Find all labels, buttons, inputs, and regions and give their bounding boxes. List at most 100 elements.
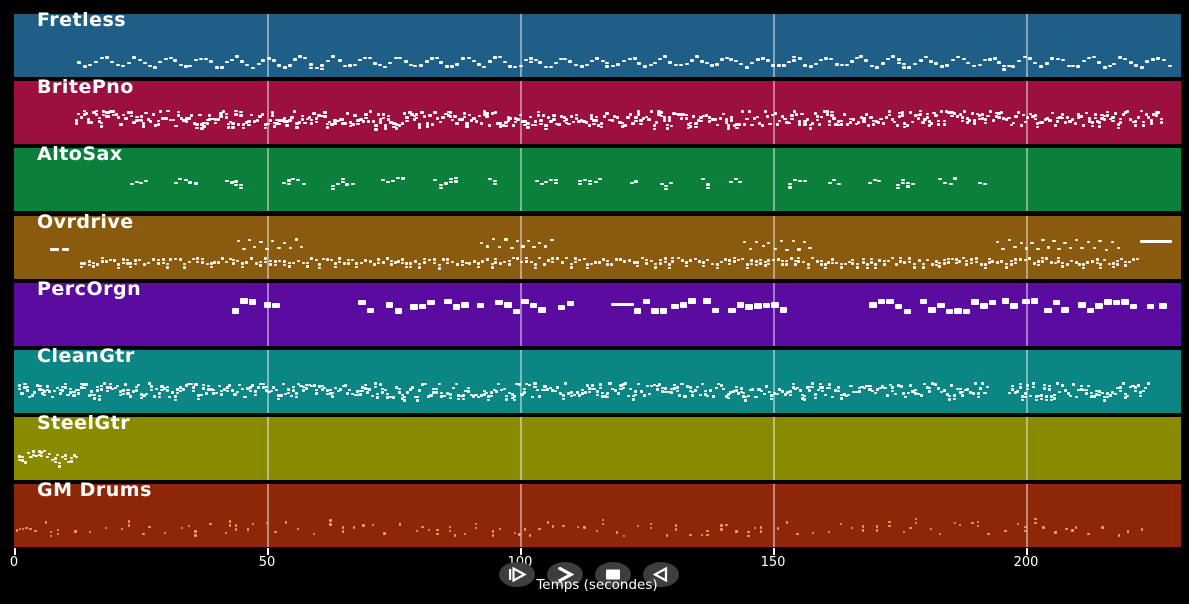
midi-note	[658, 383, 662, 386]
midi-note	[84, 383, 88, 386]
midi-note	[579, 65, 584, 68]
midi-note	[914, 388, 918, 392]
midi-note	[120, 64, 125, 68]
midi-note	[546, 116, 551, 119]
midi-note	[667, 61, 672, 64]
midi-note	[57, 532, 60, 536]
midi-note	[881, 121, 886, 125]
midi-note	[1055, 120, 1060, 123]
midi-note	[851, 390, 856, 394]
midi-note	[1053, 124, 1057, 127]
midi-note	[888, 524, 891, 528]
midi-note	[655, 388, 659, 391]
midi-note	[341, 121, 345, 125]
midi-note	[843, 113, 847, 116]
midi-note	[400, 122, 405, 125]
midi-note	[139, 118, 143, 122]
midi-note	[890, 117, 894, 121]
midi-note	[462, 394, 466, 397]
midi-note	[366, 119, 371, 123]
midi-note	[438, 183, 443, 186]
midi-note	[359, 393, 363, 396]
midi-note	[209, 522, 212, 526]
midi-note	[633, 390, 638, 393]
midi-note	[259, 382, 263, 386]
midi-note	[277, 64, 282, 67]
midi-note	[361, 389, 365, 393]
midi-note	[234, 528, 238, 531]
midi-note	[1060, 113, 1065, 116]
midi-note	[286, 391, 291, 395]
gridline	[1026, 484, 1028, 547]
midi-note	[820, 115, 824, 119]
midi-note	[696, 385, 700, 389]
midi-note	[819, 259, 823, 263]
midi-note	[1078, 263, 1082, 266]
midi-note	[975, 112, 979, 116]
midi-note	[945, 64, 950, 67]
fast-forward-button[interactable]	[547, 562, 583, 587]
midi-note	[1150, 58, 1155, 61]
midi-note	[493, 111, 498, 114]
midi-note	[168, 56, 173, 60]
midi-note	[773, 247, 777, 250]
midi-note	[570, 391, 574, 394]
play-backward-button[interactable]	[643, 562, 679, 587]
midi-note	[634, 180, 638, 183]
midi-note	[233, 393, 237, 396]
midi-note	[1054, 531, 1057, 534]
midi-note	[207, 384, 211, 388]
stop-button[interactable]	[595, 562, 631, 587]
midi-note	[679, 113, 684, 117]
play-backward-icon	[650, 567, 672, 582]
midi-note	[445, 65, 450, 68]
midi-note	[454, 382, 458, 386]
midi-note	[1111, 119, 1115, 123]
midi-note	[1123, 57, 1128, 61]
midi-note	[263, 302, 272, 308]
midi-note	[970, 261, 974, 265]
midi-note	[654, 262, 658, 266]
play-button[interactable]	[499, 562, 535, 587]
midi-note	[48, 452, 52, 456]
midi-note	[1087, 116, 1092, 120]
midi-note	[821, 386, 825, 389]
midi-note	[1028, 394, 1032, 398]
midi-note	[653, 61, 658, 65]
midi-note	[490, 112, 495, 115]
midi-note	[562, 116, 567, 119]
midi-note	[315, 392, 319, 395]
midi-note	[344, 384, 348, 387]
midi-note	[827, 261, 831, 264]
midi-note	[937, 302, 945, 309]
midi-note	[331, 188, 336, 191]
midi-note	[1090, 124, 1095, 128]
midi-note	[554, 61, 558, 65]
midi-note	[1042, 526, 1045, 529]
midi-note	[454, 177, 459, 180]
midi-note	[883, 386, 887, 390]
midi-note	[348, 124, 352, 128]
midi-note	[947, 257, 951, 261]
midi-note	[740, 110, 744, 113]
midi-note	[320, 114, 324, 118]
midi-note	[674, 524, 678, 527]
midi-note	[761, 245, 765, 248]
midi-note	[1071, 64, 1076, 68]
midi-note	[1019, 123, 1023, 127]
midi-note	[55, 453, 59, 457]
midi-note	[1008, 391, 1012, 395]
midi-note	[1104, 248, 1109, 251]
midi-note	[267, 57, 272, 60]
midi-note	[265, 248, 269, 251]
midi-note	[1065, 263, 1069, 266]
midi-note	[434, 56, 439, 60]
midi-note	[58, 388, 62, 392]
midi-note	[942, 119, 946, 123]
midi-note	[815, 118, 820, 122]
midi-note	[28, 395, 32, 399]
midi-note	[1134, 120, 1138, 124]
midi-note	[290, 394, 294, 398]
midi-note	[657, 57, 662, 61]
midi-note	[516, 240, 520, 243]
